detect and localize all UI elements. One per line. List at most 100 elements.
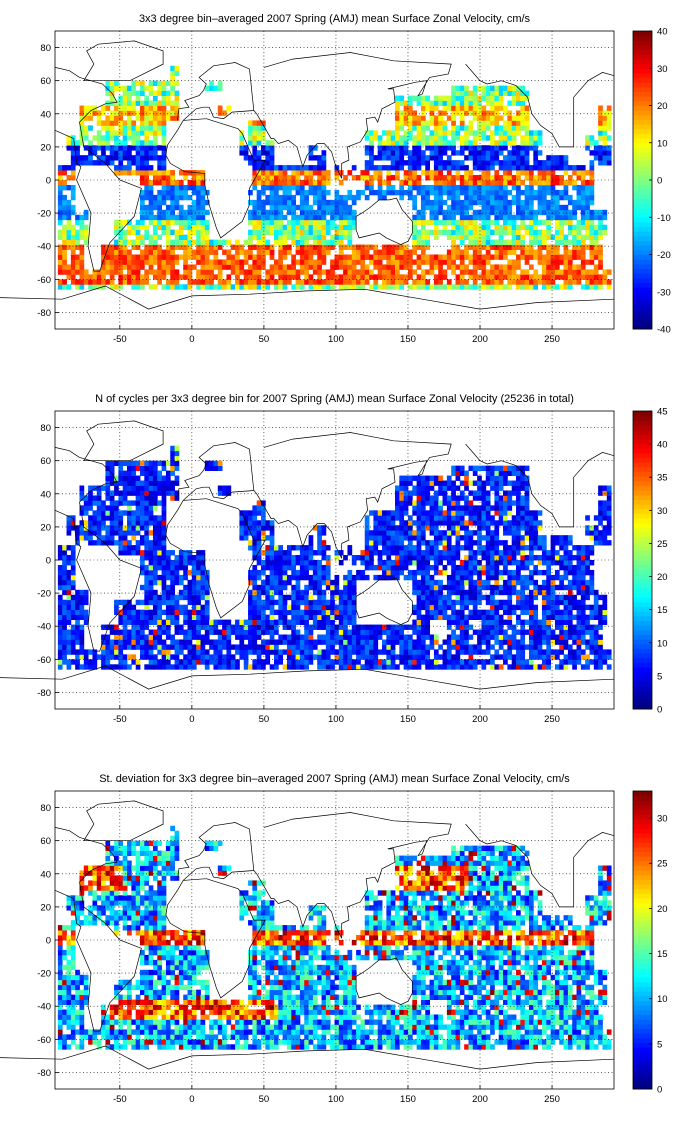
heatmap-cell [161,564,167,571]
heatmap-cell [347,204,353,211]
heatmap-cell [204,634,210,640]
heatmap-cell [412,165,418,171]
heatmap-cell [105,80,111,87]
heatmap-cell [187,560,193,566]
heatmap-cell [403,160,409,166]
heatmap-cell [459,269,465,275]
heatmap-cell [291,254,296,260]
heatmap-cell [308,229,314,236]
heatmap-cell [62,249,67,255]
heatmap-cell [75,254,80,260]
heatmap-cell [503,120,508,126]
heatmap-cell [101,135,106,141]
heatmap-cell [321,165,327,171]
heatmap-cell [226,664,232,670]
heatmap-cell [395,254,400,260]
heatmap-cell [472,209,478,216]
heatmap-cell [165,259,171,265]
heatmap-cell [494,269,500,275]
heatmap-cell [62,574,67,581]
heatmap-cell [516,224,521,231]
heatmap-cell [312,229,318,236]
heatmap-cell [585,279,590,285]
heatmap-cell [183,244,188,250]
heatmap-cell [140,480,145,486]
heatmap-cell [511,140,517,146]
heatmap-cell [386,550,392,556]
heatmap-cell [351,594,357,601]
heatmap-cell [256,619,262,625]
heatmap-cell [213,465,219,471]
heatmap-cell [420,274,426,280]
heatmap-cell [477,135,482,141]
heatmap-cell [490,209,495,216]
heatmap-cell [213,619,219,625]
heatmap-cell [364,150,370,156]
heatmap-cell [135,160,141,166]
heatmap-cell [204,209,210,216]
heatmap-cell [70,569,76,576]
heatmap-cell [529,284,534,290]
heatmap-cell [183,284,188,290]
heatmap-cell [62,259,67,265]
heatmap-cell [481,254,487,260]
heatmap-cell [472,140,478,146]
heatmap-cell [481,180,487,186]
heatmap-cell [472,224,478,231]
heatmap-cell [170,189,175,196]
heatmap-cell [472,199,478,206]
heatmap-cell [498,130,504,136]
heatmap-cell [105,254,111,260]
heatmap-cell [468,90,474,96]
heatmap-cell [278,204,284,211]
heatmap-cell [546,224,552,231]
heatmap-cell [118,105,124,111]
heatmap-cell [252,259,258,265]
heatmap-cell [265,224,271,231]
heatmap-cell [330,279,335,285]
heatmap-cell [377,135,383,141]
heatmap-cell [217,485,223,491]
heatmap-cell [79,654,85,660]
heatmap-cell [88,160,93,166]
heatmap-cell [291,560,296,566]
heatmap-cell [589,165,595,171]
heatmap-cell [131,155,137,161]
heatmap-cell [131,545,137,551]
heatmap-cell [178,555,184,561]
heatmap-cell [127,224,132,231]
heatmap-cell [157,90,163,96]
heatmap-cell [312,239,318,245]
heatmap-cell [585,219,590,226]
heatmap-cell [373,654,379,660]
heatmap-cell [317,574,322,581]
heatmap-cell [477,85,482,91]
heatmap-cell [204,269,210,275]
heatmap-cell [265,614,271,620]
heatmap-cell [226,490,232,496]
heatmap-cell [485,239,491,245]
heatmap-cell [498,115,504,121]
heatmap-cell [187,555,193,561]
heatmap-cell [468,284,474,290]
heatmap-cell [554,219,560,226]
heatmap-cell [273,639,279,645]
heatmap-cell [75,535,80,541]
heatmap-cell [204,649,210,655]
heatmap-cell [165,279,171,285]
heatmap-cell [312,155,318,161]
heatmap-cell [127,614,132,620]
heatmap-cell [503,284,508,290]
heatmap-cell [403,530,409,536]
heatmap-cell [481,269,487,275]
heatmap-cell [83,505,89,511]
heatmap-cell [209,249,214,255]
heatmap-cell [472,249,478,255]
heatmap-cell [248,579,253,586]
heatmap-cell [507,135,513,141]
heatmap-cell [118,125,124,131]
heatmap-cell [204,599,210,606]
heatmap-cell [485,214,491,221]
heatmap-cell [62,284,67,290]
heatmap-cell [598,110,603,116]
